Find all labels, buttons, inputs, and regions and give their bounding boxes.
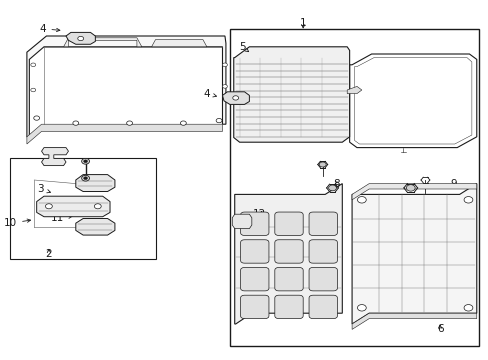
Text: 6: 6	[436, 324, 443, 334]
Text: 11: 11	[50, 213, 72, 223]
Polygon shape	[76, 175, 115, 192]
Circle shape	[126, 121, 132, 125]
Circle shape	[357, 197, 366, 203]
Circle shape	[45, 204, 52, 209]
Polygon shape	[351, 184, 476, 200]
Circle shape	[81, 175, 89, 181]
Text: 4: 4	[40, 24, 60, 34]
Polygon shape	[349, 54, 476, 148]
Text: 8: 8	[332, 179, 339, 189]
Polygon shape	[76, 219, 115, 235]
Bar	[10, 158, 156, 259]
Text: 7: 7	[452, 125, 466, 136]
Circle shape	[81, 158, 89, 164]
Polygon shape	[66, 32, 95, 44]
Circle shape	[216, 118, 222, 123]
FancyBboxPatch shape	[240, 295, 268, 319]
Circle shape	[328, 185, 336, 191]
Polygon shape	[41, 148, 68, 166]
FancyBboxPatch shape	[308, 212, 337, 235]
Circle shape	[31, 63, 36, 67]
Polygon shape	[351, 313, 476, 329]
FancyBboxPatch shape	[274, 240, 303, 263]
Circle shape	[222, 63, 227, 67]
FancyBboxPatch shape	[308, 295, 337, 319]
FancyBboxPatch shape	[308, 267, 337, 291]
FancyBboxPatch shape	[240, 267, 268, 291]
Text: 5: 5	[238, 42, 248, 52]
FancyBboxPatch shape	[274, 295, 303, 319]
Polygon shape	[27, 36, 225, 137]
Circle shape	[319, 162, 325, 167]
Bar	[229, 29, 478, 346]
Circle shape	[222, 85, 227, 88]
Text: 12: 12	[253, 209, 266, 219]
Circle shape	[406, 185, 414, 191]
Text: 9: 9	[443, 179, 456, 189]
Circle shape	[34, 116, 40, 120]
Text: 2: 2	[45, 249, 52, 259]
Circle shape	[83, 177, 87, 180]
Circle shape	[463, 197, 472, 203]
Polygon shape	[354, 58, 471, 144]
FancyBboxPatch shape	[308, 240, 337, 263]
Circle shape	[357, 305, 366, 311]
Polygon shape	[234, 184, 342, 324]
Polygon shape	[151, 40, 206, 47]
Polygon shape	[63, 38, 142, 47]
Circle shape	[83, 160, 87, 163]
FancyBboxPatch shape	[240, 240, 268, 263]
Polygon shape	[27, 124, 222, 144]
FancyBboxPatch shape	[274, 267, 303, 291]
Circle shape	[78, 36, 83, 41]
Circle shape	[463, 305, 472, 311]
FancyBboxPatch shape	[274, 212, 303, 235]
Circle shape	[232, 96, 238, 100]
Text: 4: 4	[203, 89, 216, 99]
Polygon shape	[346, 86, 361, 94]
Polygon shape	[37, 196, 110, 217]
Circle shape	[180, 121, 186, 125]
Circle shape	[94, 204, 101, 209]
Polygon shape	[232, 214, 251, 229]
FancyBboxPatch shape	[240, 212, 268, 235]
Circle shape	[73, 121, 79, 125]
Text: 10: 10	[4, 218, 30, 228]
Polygon shape	[233, 47, 349, 142]
Text: 3: 3	[37, 184, 50, 194]
Circle shape	[31, 88, 36, 92]
Text: 1: 1	[299, 18, 306, 28]
Polygon shape	[222, 92, 249, 104]
Polygon shape	[351, 184, 476, 324]
